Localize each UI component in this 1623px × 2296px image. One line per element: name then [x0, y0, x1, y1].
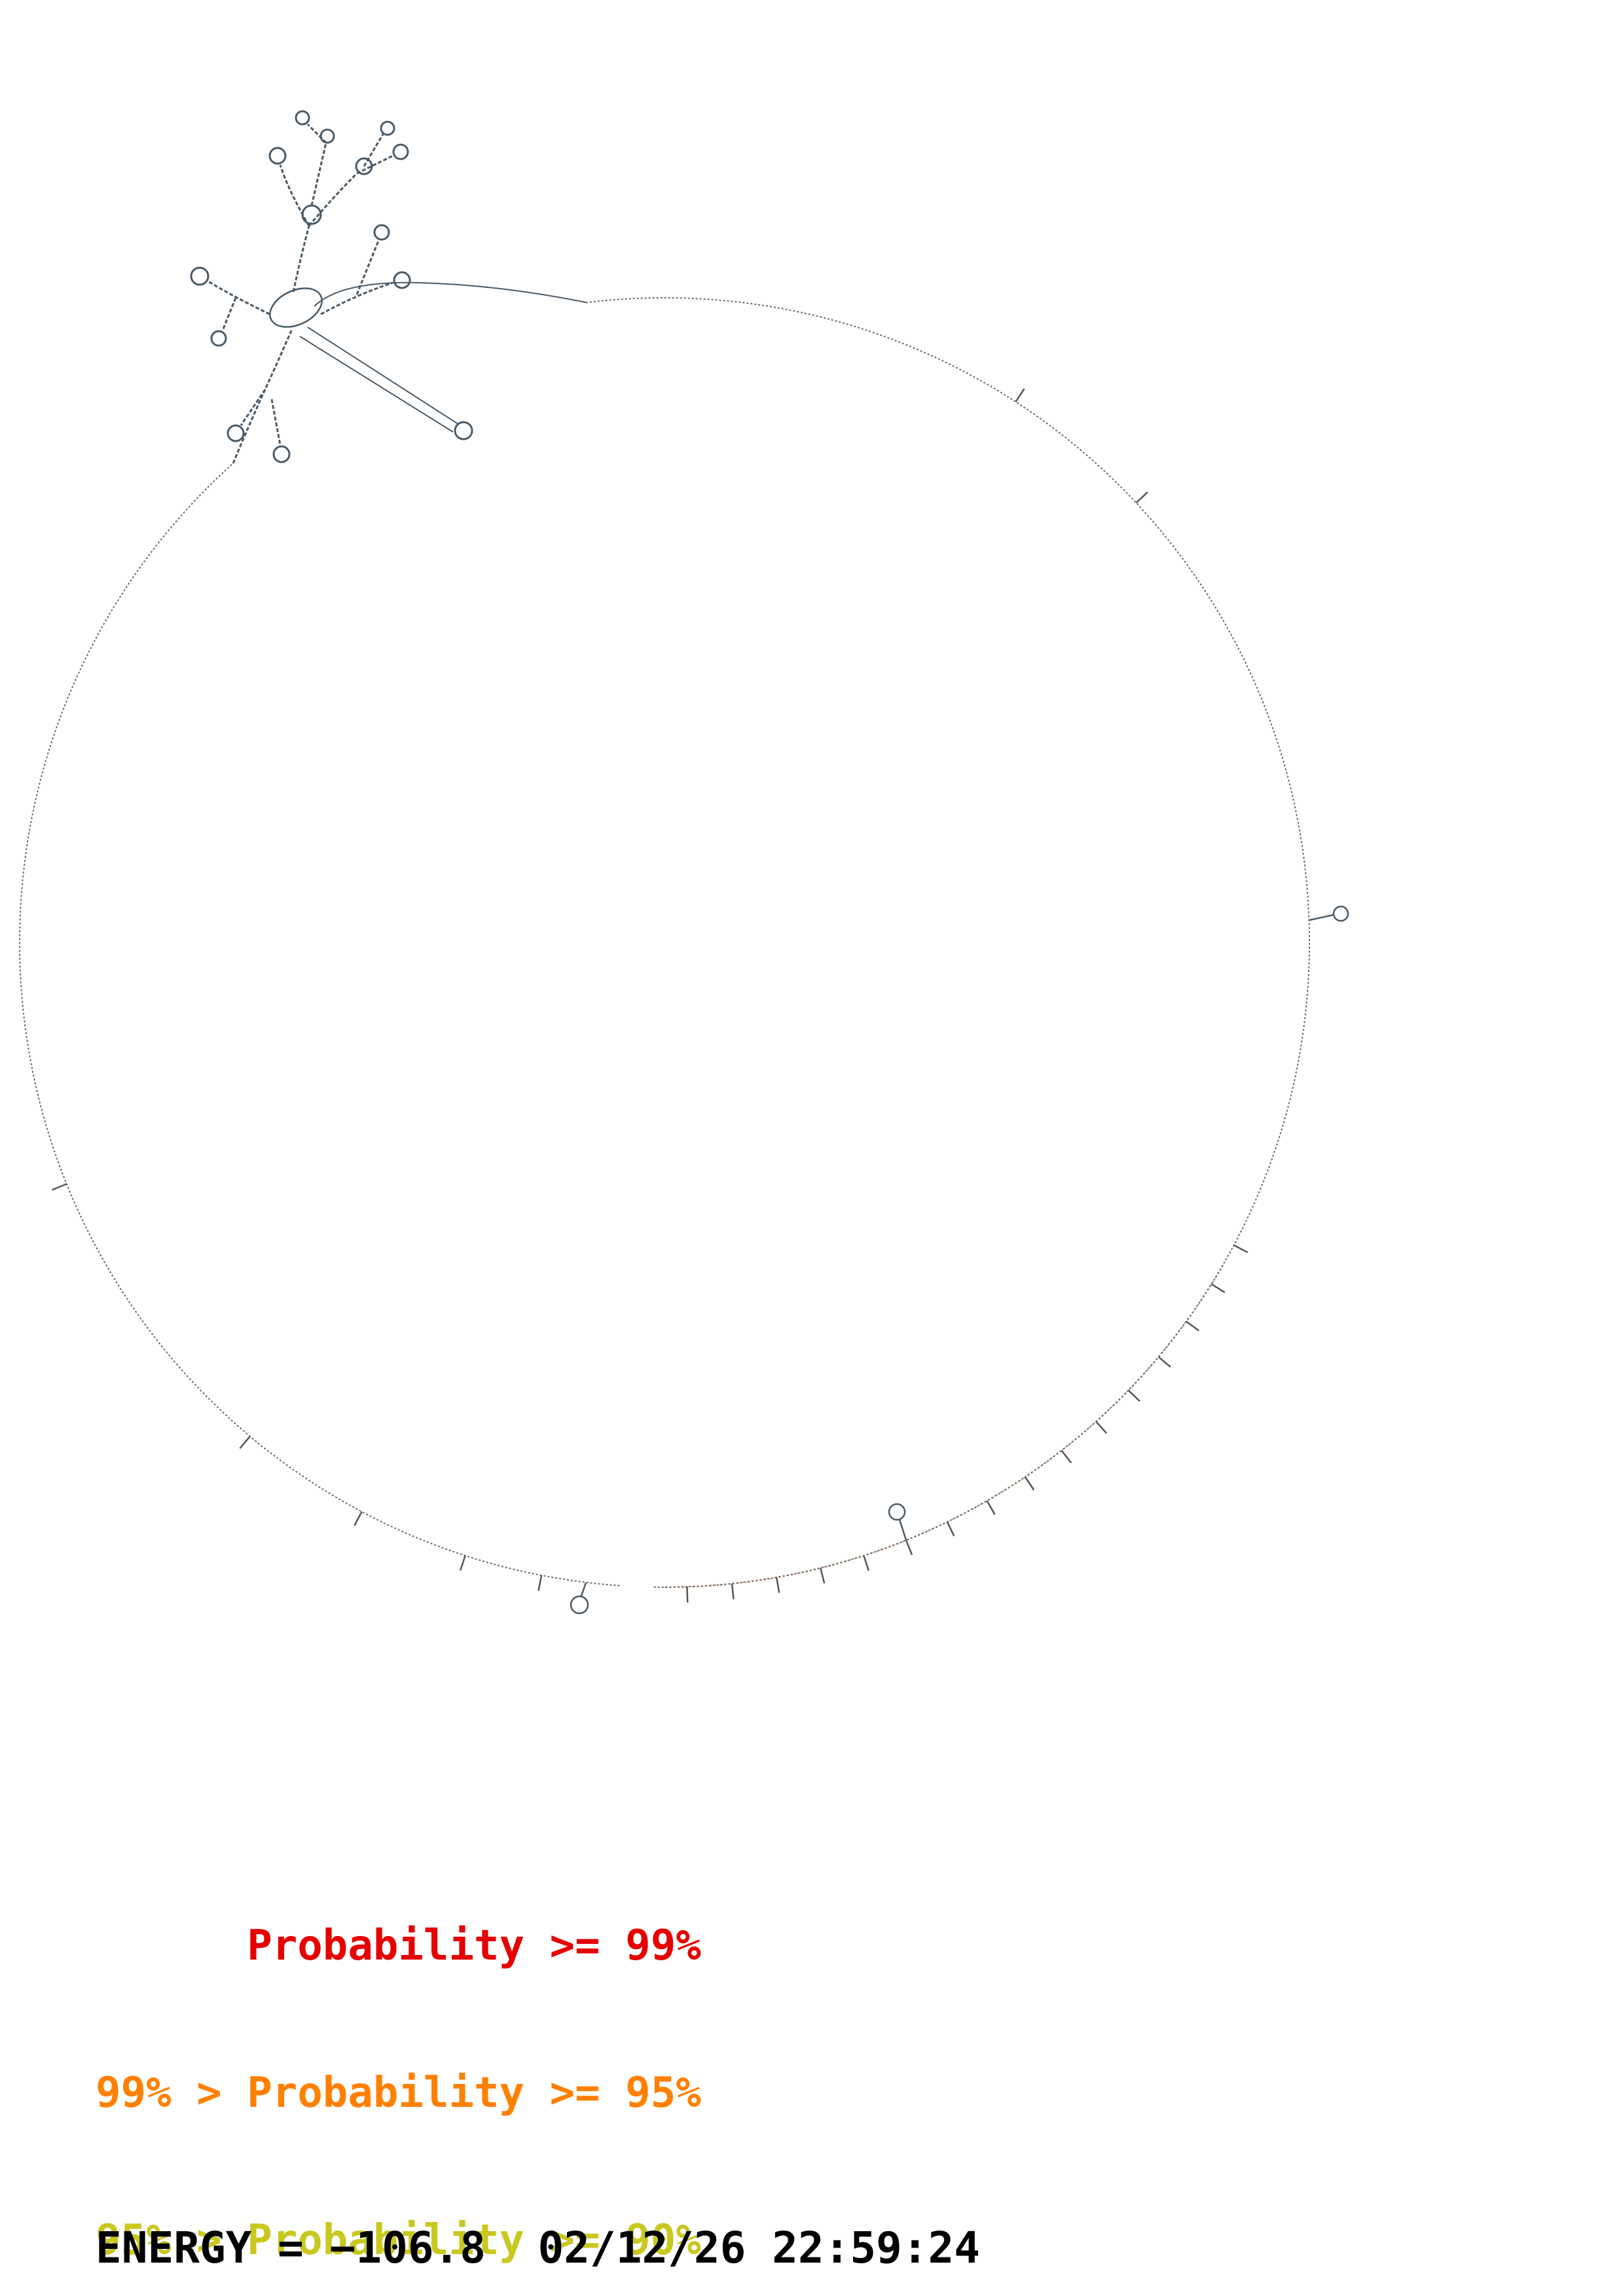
hairpin-loop — [393, 271, 411, 289]
helix-stem — [240, 389, 266, 426]
structure-cluster — [190, 110, 587, 464]
helix-stem — [363, 134, 384, 167]
position-tick — [239, 1435, 251, 1449]
helix-stem — [580, 1582, 587, 1596]
legend-line-90-95: 95% > Probability >= 90% — [96, 2216, 701, 2265]
position-tick — [1095, 1421, 1108, 1434]
hairpin-loop — [570, 1595, 589, 1615]
connecting-strand — [314, 281, 587, 307]
helix-stem — [232, 330, 293, 464]
hairpin-loop — [888, 1503, 906, 1521]
long-range-helix — [299, 336, 454, 433]
probability-legend: Probability >= 99% 99% > Probability >= … — [96, 1823, 701, 2296]
position-tick — [1127, 1390, 1140, 1402]
hairpin-loop — [1332, 905, 1349, 922]
helix-stem — [898, 1519, 907, 1541]
position-tick — [1186, 1320, 1200, 1332]
position-tick — [1233, 1244, 1249, 1253]
helix-stem — [1308, 914, 1334, 922]
backbone-arc — [19, 463, 620, 1587]
helix-stem — [292, 225, 310, 293]
position-tick — [52, 1183, 67, 1191]
hairpin-loop — [295, 110, 310, 126]
backbone-circle — [19, 297, 1310, 1588]
position-tick — [1135, 491, 1148, 504]
position-tick — [538, 1575, 543, 1591]
energy-readout: ENERGY = −106.8 02/12/26 22:59:24 — [96, 2223, 981, 2273]
backbone-arc — [585, 297, 1310, 1588]
hairpin-loop — [380, 120, 395, 136]
helix-stem — [308, 172, 358, 226]
hairpin-loop — [355, 157, 373, 175]
helix-stem — [208, 280, 270, 315]
position-tick — [775, 1577, 780, 1593]
hairpin-loop — [454, 421, 473, 440]
position-tick — [1015, 388, 1025, 403]
position-tick — [1211, 1283, 1226, 1293]
hairpin-loop — [190, 266, 210, 286]
position-tick — [1061, 1450, 1072, 1463]
position-ticks — [52, 388, 1249, 1603]
legend-line-95-99: 99% > Probability >= 95% — [96, 2069, 701, 2117]
helix-stem — [270, 399, 282, 446]
annotated-arc — [664, 1265, 1224, 1588]
interior-loop — [269, 287, 323, 328]
hairpin-loop — [373, 224, 390, 241]
helix-stem — [279, 164, 310, 226]
position-tick — [1024, 1476, 1035, 1491]
long-range-helix — [307, 327, 459, 425]
helix-stem — [306, 123, 327, 144]
helix-stem — [356, 240, 380, 295]
position-tick — [820, 1568, 826, 1584]
legend-line-ge99: Probability >= 99% — [96, 1922, 701, 1970]
hairpin-loop — [210, 330, 227, 347]
helix-stem — [221, 297, 237, 331]
hairpin-loop — [227, 424, 245, 442]
hairpin-loop — [392, 143, 409, 160]
hairpin-loop — [268, 147, 287, 165]
position-tick — [1158, 1356, 1171, 1368]
position-tick — [731, 1583, 735, 1600]
small-hairpins — [570, 905, 1349, 1615]
position-tick — [986, 1500, 996, 1515]
helix-stem — [320, 281, 393, 315]
hairpin-loop — [272, 445, 291, 463]
position-tick — [354, 1511, 363, 1526]
position-tick — [905, 1539, 913, 1555]
rna-circle-plot — [19, 110, 1349, 1615]
position-tick — [946, 1521, 955, 1537]
position-tick — [460, 1555, 466, 1571]
helix-stem — [356, 154, 393, 175]
helix-stem — [310, 142, 327, 206]
position-tick — [863, 1555, 869, 1571]
